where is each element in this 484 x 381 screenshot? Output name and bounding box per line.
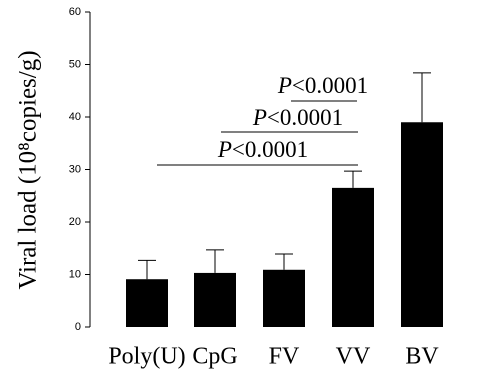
y-tick-label: 10 (69, 268, 81, 280)
y-tick-label: 20 (69, 216, 81, 228)
y-tick-label: 60 (69, 6, 81, 18)
bar (401, 122, 443, 327)
bar (332, 187, 374, 327)
bar (263, 269, 305, 327)
y-tick-label: 0 (75, 321, 81, 333)
x-tick-label: CpG (192, 344, 237, 370)
x-tick-label: BV (405, 344, 439, 370)
y-axis-label: Viral load (10⁸copies/g) (15, 50, 42, 289)
x-tick-label: Poly(U) (108, 344, 185, 370)
significance-label: P<0.0001 (252, 105, 343, 130)
x-tick-label: FV (269, 344, 300, 370)
bar (126, 279, 168, 327)
x-tick-label: VV (336, 344, 371, 370)
significance-label: P<0.0001 (277, 73, 368, 98)
y-tick-label: 40 (69, 111, 81, 123)
y-tick-label: 30 (69, 163, 81, 175)
significance-label: P<0.0001 (217, 137, 308, 162)
y-tick-label: 50 (69, 58, 81, 70)
bar (194, 272, 236, 327)
